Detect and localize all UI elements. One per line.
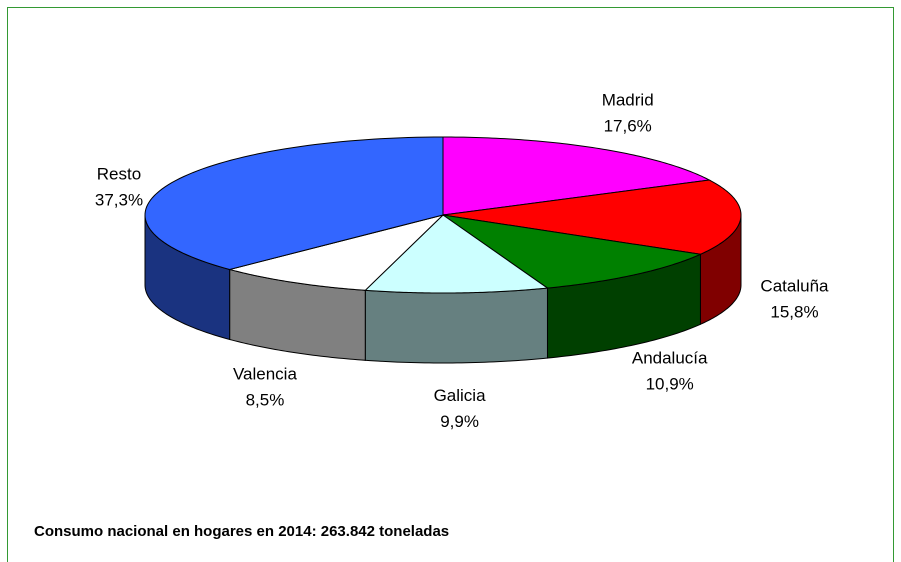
- slice-label: Valencia: [233, 364, 297, 383]
- pie-slice: [442, 136, 712, 216]
- slice-value-label: 17,6%: [604, 116, 652, 135]
- slice-value-label: 8,5%: [246, 390, 285, 409]
- slice-value-label: 9,9%: [440, 412, 479, 431]
- pie-slice: [144, 136, 444, 270]
- pie-slice: [442, 214, 703, 289]
- slice-label: Cataluña: [760, 277, 829, 296]
- pie-slice: [442, 179, 742, 255]
- slice-label: Madrid: [602, 90, 654, 109]
- pie-side: [364, 287, 548, 364]
- slice-value-label: 15,8%: [770, 303, 818, 322]
- slice-value-label: 10,9%: [646, 375, 694, 394]
- slice-value-label: 37,3%: [95, 190, 143, 209]
- annotation: Consumo nacional en hogares en 2014: 263…: [34, 523, 449, 540]
- slice-label: Resto: [97, 164, 141, 183]
- slice-label: Andalucía: [632, 349, 708, 368]
- pie-slice: [227, 214, 445, 291]
- pie-slice: [364, 214, 549, 294]
- slice-label: Galicia: [434, 386, 487, 405]
